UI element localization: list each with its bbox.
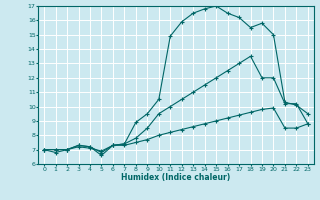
X-axis label: Humidex (Indice chaleur): Humidex (Indice chaleur) bbox=[121, 173, 231, 182]
